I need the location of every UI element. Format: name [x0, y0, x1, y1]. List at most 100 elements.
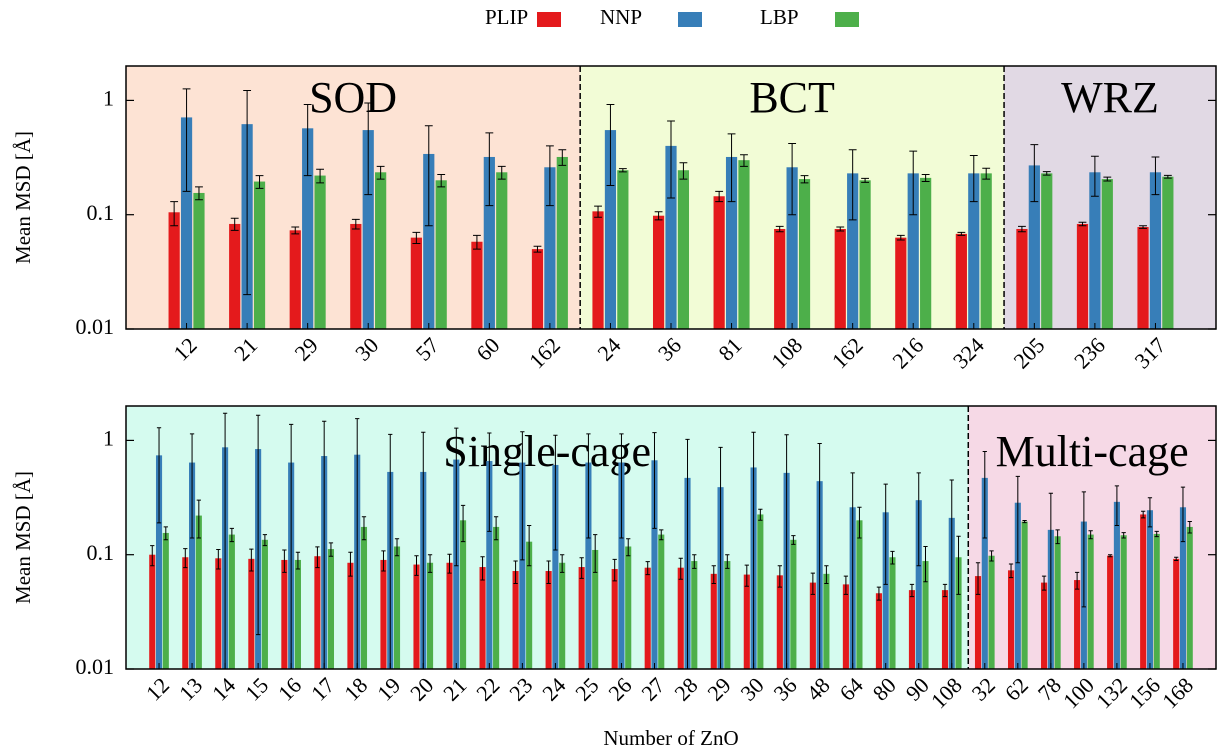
error-bar: [497, 165, 506, 180]
error-bar: [949, 479, 954, 669]
error-bar: [388, 433, 393, 669]
bar: [446, 562, 453, 669]
error-bar: [678, 557, 683, 580]
error-bar: [727, 133, 736, 203]
error-bar: [427, 554, 433, 573]
bar: [393, 546, 401, 669]
y-tick-label: 0.1: [87, 540, 115, 565]
error-bar: [645, 561, 650, 576]
region-label: BCT: [749, 73, 835, 122]
x-tick-label: 216: [887, 332, 928, 373]
error-bar: [1154, 530, 1159, 538]
bar: [677, 567, 684, 669]
error-bar: [485, 132, 494, 207]
error-bar: [896, 234, 905, 241]
error-bar: [857, 506, 862, 539]
x-tick-label: 30: [350, 332, 383, 365]
bar: [360, 526, 368, 669]
error-bar: [156, 427, 162, 524]
error-bar: [652, 432, 657, 529]
bar: [519, 462, 526, 669]
x-tick-label: 21: [229, 332, 262, 365]
error-bar: [1174, 556, 1179, 561]
x-tick-label: 108: [766, 332, 807, 373]
bar: [955, 233, 967, 329]
bar: [859, 180, 871, 329]
bar: [1153, 533, 1160, 669]
error-bar: [883, 483, 888, 585]
error-bar: [1078, 221, 1087, 227]
error-bar: [361, 516, 367, 541]
error-bar: [381, 550, 386, 572]
x-tick-label: 78: [1033, 672, 1066, 705]
x-tick-label: 20: [405, 672, 438, 705]
error-bar: [788, 142, 797, 216]
bar: [215, 558, 222, 669]
bar: [578, 567, 585, 669]
error-bar: [1147, 497, 1153, 528]
bar: [611, 568, 618, 669]
legend-label: PLIP: [485, 5, 528, 29]
bar: [261, 539, 268, 669]
bar: [691, 561, 698, 669]
error-bar: [558, 149, 567, 166]
error-bar: [1030, 144, 1039, 203]
error-bar: [262, 534, 268, 547]
bar: [895, 237, 907, 329]
x-tick-label: 81: [713, 332, 746, 365]
x-tick-label: 162: [827, 332, 868, 373]
bar: [847, 173, 859, 329]
bar: [1014, 502, 1021, 669]
region-label: SOD: [309, 73, 397, 122]
error-bar: [593, 534, 598, 573]
error-bar: [957, 231, 966, 236]
error-bar: [758, 508, 763, 521]
x-tick-label: 32: [967, 672, 1000, 705]
error-bar: [1048, 492, 1053, 669]
bar: [592, 211, 604, 329]
x-tick-label: 13: [174, 672, 207, 705]
bar: [980, 173, 992, 329]
x-tick-label: 236: [1069, 332, 1110, 373]
bar: [1149, 172, 1162, 329]
bar: [229, 223, 241, 329]
bar: [725, 156, 738, 329]
error-bar: [322, 420, 327, 669]
bar: [1028, 165, 1040, 329]
bar: [327, 549, 335, 669]
error-bar: [255, 175, 264, 189]
error-bar: [364, 102, 373, 196]
error-bar: [526, 525, 532, 567]
bar: [1074, 580, 1081, 669]
error-bar: [836, 226, 845, 232]
plot-frame: [125, 405, 1217, 670]
bar: [314, 556, 321, 669]
error-bar: [606, 104, 615, 187]
error-bar: [229, 527, 235, 543]
bar: [1140, 514, 1147, 669]
bar: [981, 477, 988, 669]
x-tick-label: 36: [768, 672, 801, 705]
x-tick-label: 12: [141, 672, 174, 705]
x-tick-label: 60: [471, 332, 504, 365]
error-bar: [315, 546, 320, 569]
bar: [651, 460, 658, 669]
error-bar: [1055, 529, 1060, 545]
bar: [809, 582, 816, 669]
bar: [1089, 172, 1101, 329]
y-tick-label: 1: [103, 425, 114, 450]
bar: [460, 520, 467, 669]
bar: [168, 212, 180, 329]
bar: [289, 230, 301, 329]
error-bar: [513, 560, 518, 584]
error-bar: [777, 565, 782, 588]
bar: [155, 455, 163, 669]
bar: [941, 590, 949, 669]
bar: [189, 462, 196, 669]
error-bar: [182, 88, 191, 192]
error-bar: [249, 548, 254, 572]
bar: [479, 567, 486, 669]
error-bar: [1081, 491, 1087, 608]
error-bar: [447, 553, 452, 574]
